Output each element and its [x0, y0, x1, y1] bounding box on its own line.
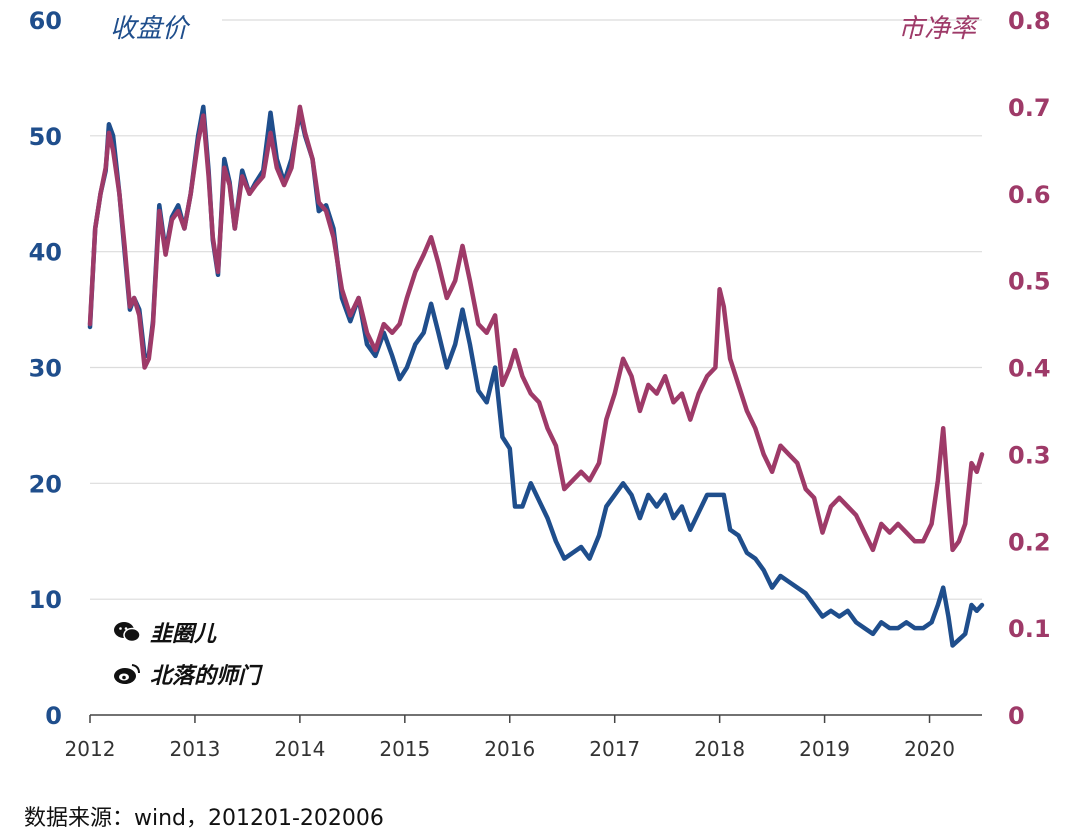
watermark-brand: 韭圈儿 — [112, 616, 216, 648]
right-tick-label: 0.3 — [1008, 441, 1051, 469]
left-tick-label: 10 — [29, 586, 62, 614]
right-tick-label: 0 — [1008, 702, 1025, 730]
right-tick-label: 0.1 — [1008, 615, 1051, 643]
x-tick-label: 2012 — [65, 737, 116, 761]
left-tick-label: 50 — [29, 123, 62, 151]
left-tick-label: 40 — [29, 239, 62, 267]
right-tick-label: 0.7 — [1008, 94, 1051, 122]
right-tick-label: 0.4 — [1008, 355, 1051, 383]
right-axis-title: 市净率 — [898, 14, 977, 44]
pb-ratio-line — [87, 104, 985, 553]
right-tick-label: 0.8 — [1008, 7, 1051, 35]
x-tick-label: 2015 — [379, 737, 430, 761]
right-tick-label: 0.2 — [1008, 528, 1051, 556]
x-tick-label: 2014 — [274, 737, 325, 761]
right-tick-label: 0.5 — [1008, 268, 1051, 296]
data-source-note: 数据来源：wind，201201-202006 — [24, 806, 384, 831]
right-tick-label: 0.6 — [1008, 181, 1051, 209]
watermark-brand-text: 韭圈儿 — [150, 622, 217, 647]
left-axis-title: 收盘价 — [110, 14, 189, 44]
x-tick-label: 2017 — [589, 737, 640, 761]
left-tick-label: 0 — [45, 702, 62, 730]
x-tick-label: 2013 — [169, 737, 220, 761]
watermark-weibo: 北落的师门 — [112, 658, 260, 690]
x-tick-label: 2020 — [904, 737, 955, 761]
weibo-icon — [114, 664, 140, 684]
x-tick-label: 2018 — [694, 737, 745, 761]
left-tick-label: 20 — [29, 470, 62, 498]
x-tick-label: 2019 — [799, 737, 850, 761]
left-tick-label: 60 — [29, 7, 62, 35]
left-tick-label: 30 — [29, 355, 62, 383]
wechat-icon — [114, 622, 141, 643]
x-tick-label: 2016 — [484, 737, 535, 761]
watermark-weibo-text: 北落的师门 — [150, 664, 261, 689]
